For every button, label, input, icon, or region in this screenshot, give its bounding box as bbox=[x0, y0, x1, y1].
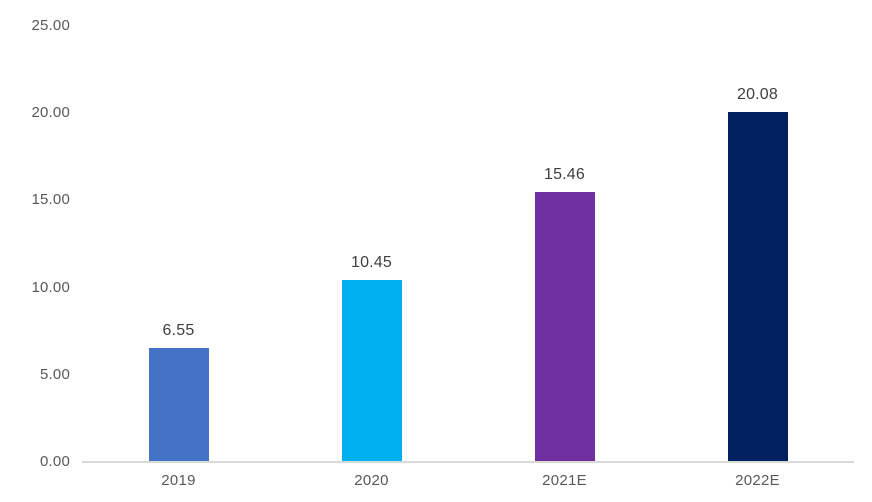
value-label: 20.08 bbox=[736, 85, 779, 103]
bar-2021E bbox=[534, 192, 595, 461]
y-tick-label: 10.00 bbox=[31, 278, 70, 296]
value-label: 10.45 bbox=[350, 253, 393, 271]
bar-2020 bbox=[341, 279, 402, 461]
x-axis-label: 2020 bbox=[354, 472, 389, 489]
x-axis-label: 2019 bbox=[161, 472, 196, 489]
y-tick-label: 0.00 bbox=[40, 453, 70, 470]
y-tick-label: 15.00 bbox=[31, 191, 70, 209]
x-axis-line bbox=[82, 461, 854, 463]
x-axis-label: 2021E bbox=[542, 472, 587, 489]
y-tick-label: 20.00 bbox=[31, 104, 70, 122]
value-label: 15.46 bbox=[543, 166, 586, 184]
bar-2019 bbox=[148, 347, 209, 461]
y-tick-label: 5.00 bbox=[40, 365, 70, 383]
x-axis-label: 2022E bbox=[735, 472, 780, 489]
value-label: 6.55 bbox=[162, 321, 195, 339]
y-tick-label: 25.00 bbox=[31, 17, 70, 34]
bar-2022E bbox=[727, 111, 788, 461]
